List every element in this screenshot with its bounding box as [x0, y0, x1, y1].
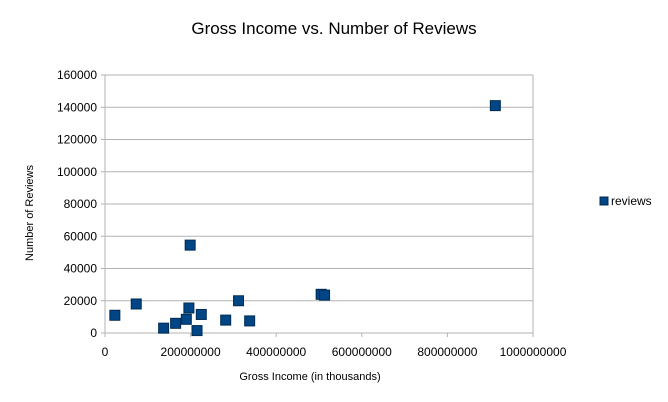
y-axis-label: Number of Reviews [24, 165, 36, 261]
data-point [244, 315, 256, 327]
y-tick-label: 40000 [64, 262, 98, 276]
x-tick-label: 200000000 [161, 345, 221, 359]
axes [101, 74, 534, 337]
legend: reviews [599, 194, 652, 208]
x-tick-labels: 0 200000000 400000000 600000000 800000000 100… [102, 345, 567, 359]
legend-swatch [599, 196, 609, 206]
y-tick-label: 100000 [57, 165, 97, 179]
data-point [233, 295, 245, 307]
data-point [183, 302, 195, 314]
y-tick-labels: 0 20000 40000 60000 80000 100000 120000 140000 1… [57, 68, 97, 340]
data-point [170, 317, 182, 329]
data-point [184, 239, 196, 251]
data-point [195, 308, 207, 320]
y-tick-label: 20000 [64, 294, 98, 308]
x-axis-label: Gross Income (in thousands) [239, 371, 380, 383]
data-point [158, 322, 170, 334]
y-tick-label: 120000 [57, 133, 97, 147]
data-point [489, 100, 501, 112]
y-tick-label: 80000 [64, 197, 98, 211]
y-tick-label: 60000 [64, 229, 98, 243]
data-point [319, 289, 331, 301]
x-tick-label: 400000000 [246, 345, 306, 359]
data-point [191, 325, 203, 337]
gridlines [105, 74, 533, 334]
data-point [130, 298, 142, 310]
y-tick-label: 140000 [57, 100, 97, 114]
legend-label-reviews: reviews [611, 194, 652, 208]
data-point [180, 313, 192, 325]
data-point [109, 309, 121, 321]
x-tick-label: 0 [102, 345, 109, 359]
data-points [109, 100, 501, 337]
x-tick-label: 600000000 [332, 345, 392, 359]
y-tick-label: 160000 [57, 68, 97, 82]
x-tick-label: 800000000 [417, 345, 477, 359]
data-point [220, 314, 232, 326]
chart-title: Gross Income vs. Number of Reviews [191, 19, 476, 38]
x-tick-label: 1000000000 [500, 345, 567, 359]
y-tick-label: 0 [90, 326, 97, 340]
